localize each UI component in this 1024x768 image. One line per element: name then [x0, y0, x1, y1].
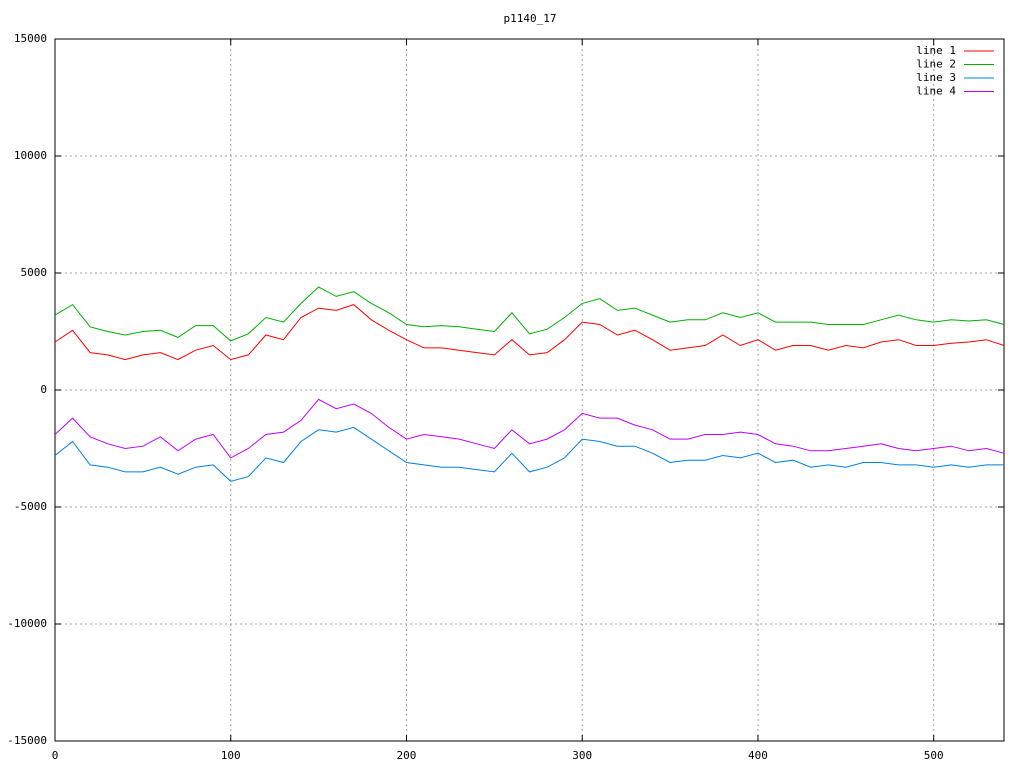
x-tick-label: 500 — [924, 749, 944, 762]
chart-title: p1140_17 — [504, 12, 557, 25]
x-tick-label: 300 — [572, 749, 592, 762]
x-tick-label: 400 — [748, 749, 768, 762]
y-tick-label: -15000 — [7, 734, 47, 747]
y-tick-label: 15000 — [14, 32, 47, 45]
data-line — [54, 304, 1005, 361]
x-tick-label: 200 — [397, 749, 417, 762]
legend-label: line 4 — [916, 85, 956, 98]
data-line — [54, 398, 1005, 459]
legend-label: line 3 — [916, 71, 956, 84]
data-line — [54, 426, 1004, 482]
y-tick-label: -5000 — [14, 500, 47, 513]
y-tick-label: -10000 — [7, 617, 47, 630]
y-tick-label: 0 — [40, 383, 47, 396]
plot-frame — [54, 38, 1005, 742]
y-tick-label: 10000 — [14, 149, 47, 162]
legend-label: line 2 — [916, 58, 956, 71]
x-tick-label: 0 — [52, 749, 59, 762]
y-tick-label: 5000 — [21, 266, 48, 279]
data-line — [54, 286, 1005, 342]
legend-label: line 1 — [916, 44, 956, 57]
x-tick-label: 100 — [221, 749, 241, 762]
